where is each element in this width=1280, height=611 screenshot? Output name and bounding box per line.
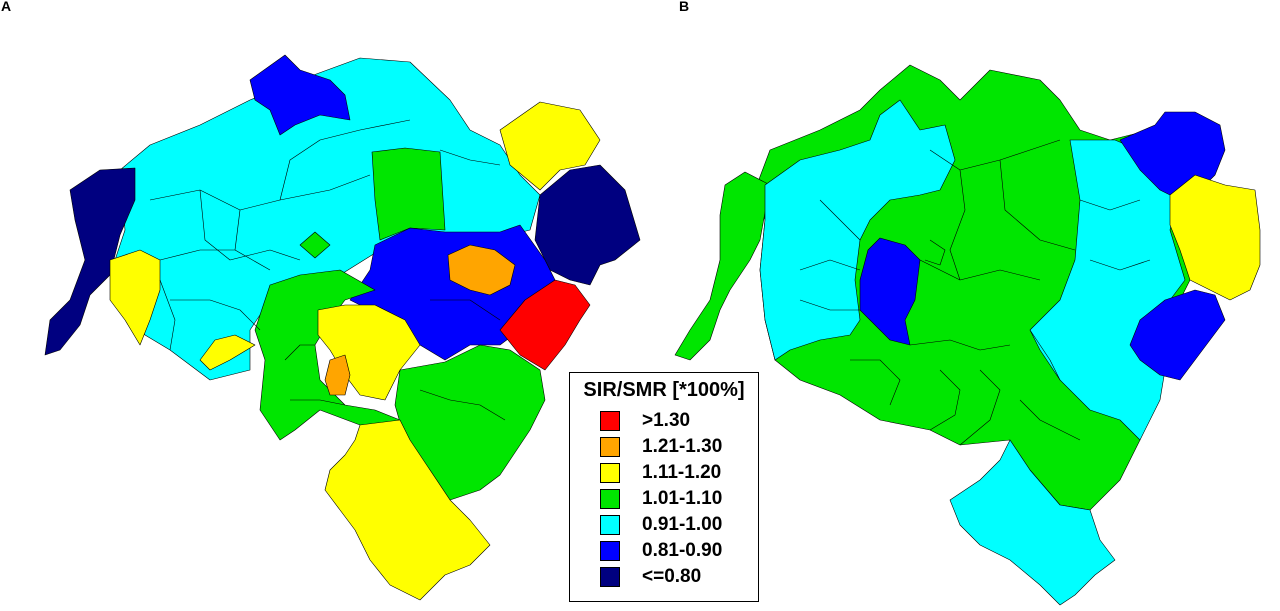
legend-label: <=0.80 <box>642 566 702 587</box>
legend-title: SIR/SMR [*100%] <box>583 379 745 401</box>
region <box>759 99 956 361</box>
legend-swatch <box>600 489 620 509</box>
region <box>109 249 161 346</box>
region <box>254 269 411 441</box>
legend-label: 1.11-1.20 <box>642 462 722 483</box>
panel-label-b: B <box>679 0 690 14</box>
region <box>859 237 921 346</box>
legend-swatch <box>600 437 620 457</box>
legend-label: >1.30 <box>642 410 691 431</box>
legend-label: 0.91-1.00 <box>642 514 723 535</box>
region <box>534 164 641 286</box>
region <box>317 304 421 401</box>
region <box>499 279 591 371</box>
legend-swatch <box>600 463 620 483</box>
region <box>674 171 771 361</box>
region <box>324 419 491 601</box>
region <box>199 334 256 371</box>
region <box>949 439 1116 606</box>
region <box>371 147 446 241</box>
region <box>249 54 351 136</box>
legend-label: 1.01-1.10 <box>642 488 723 509</box>
legend-swatch <box>600 515 620 535</box>
map-b <box>674 64 1261 606</box>
panel-label-a: A <box>1 0 12 14</box>
legend-swatch <box>600 541 620 561</box>
legend: SIR/SMR [*100%] >1.30 1.21-1.30 1.11-1.2… <box>569 372 759 602</box>
region <box>1169 174 1261 301</box>
region <box>1129 289 1226 381</box>
region <box>447 244 516 296</box>
map-a <box>44 54 641 601</box>
region <box>44 167 136 356</box>
region <box>499 101 601 191</box>
legend-swatch <box>600 411 620 431</box>
legend-label: 1.21-1.30 <box>642 436 723 457</box>
region <box>299 231 331 259</box>
legend-swatch <box>600 567 620 587</box>
region <box>324 354 351 396</box>
legend-label: 0.81-0.90 <box>642 540 723 561</box>
